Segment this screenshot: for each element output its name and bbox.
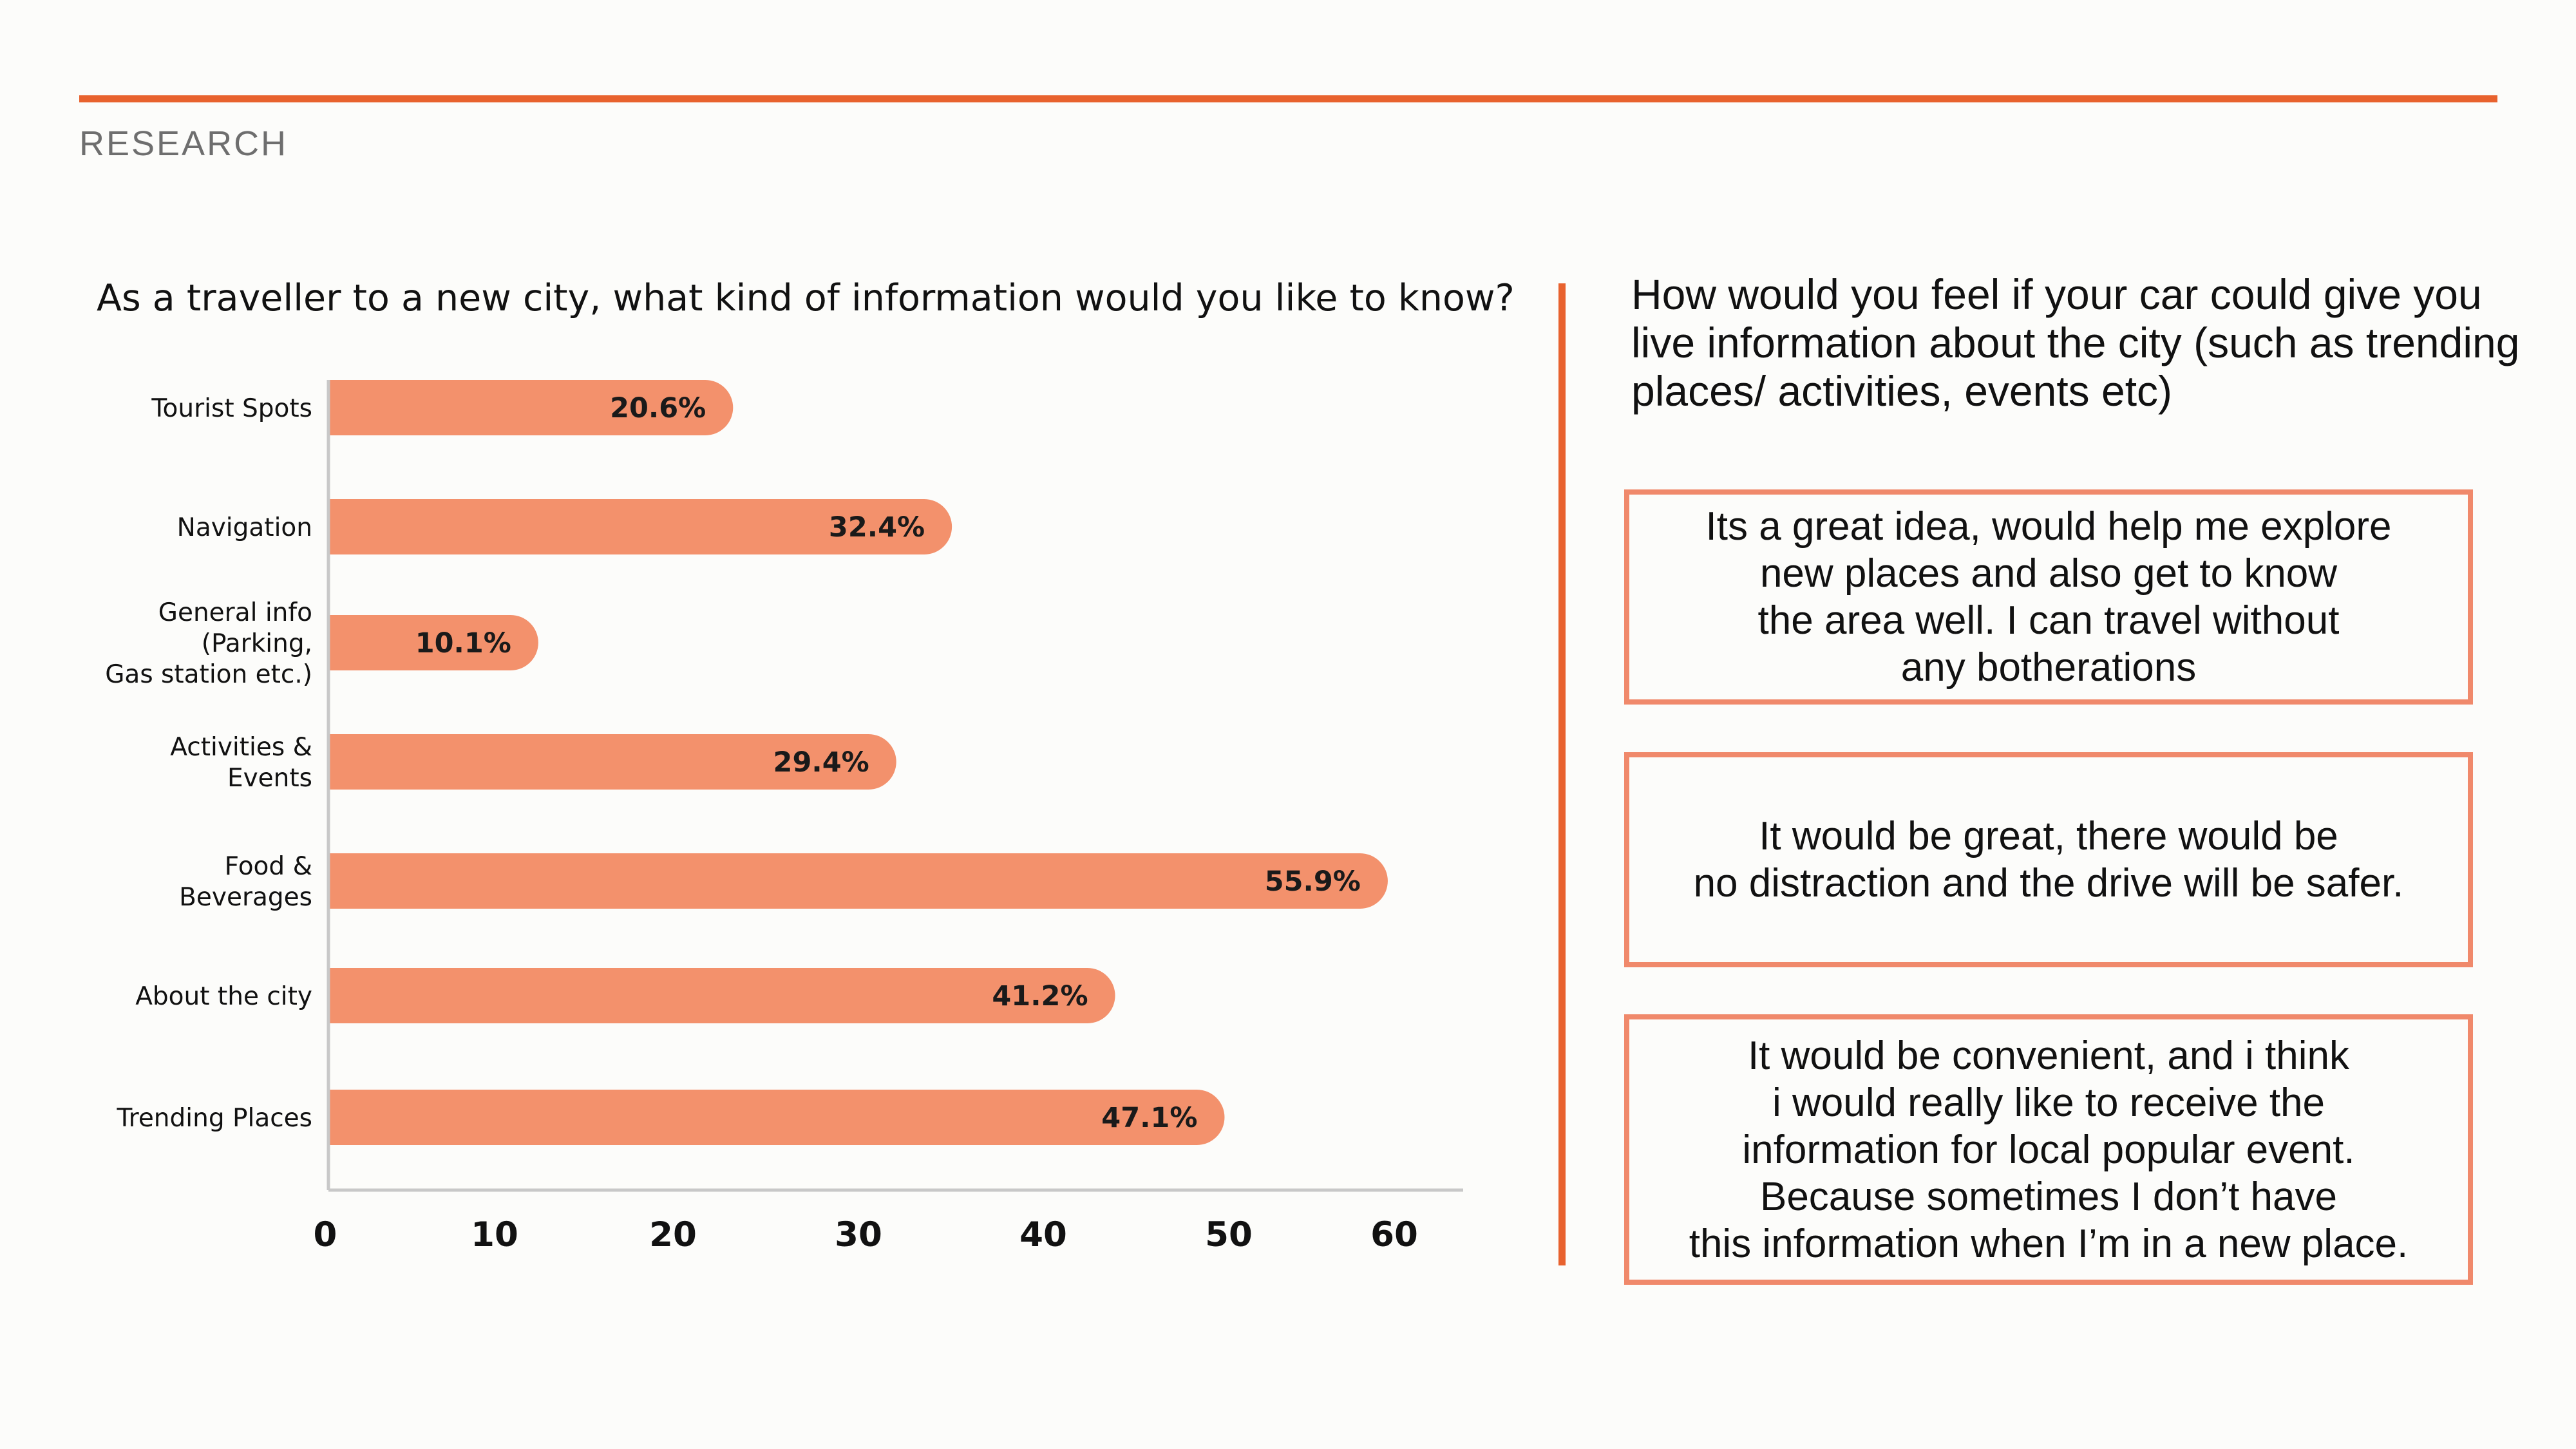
bar-5 <box>328 853 1388 909</box>
bar-value-label-4: 29.4% <box>773 746 869 779</box>
bar-6 <box>328 968 1115 1023</box>
chart-title: As a traveller to a new city, what kind … <box>97 277 1515 319</box>
category-label-5-line-1: Food & <box>225 852 312 881</box>
x-tick-label-0: 0 <box>314 1215 337 1255</box>
response-box-3: It would be convenient, and i think i wo… <box>1624 1014 2473 1285</box>
bar-1 <box>328 380 734 435</box>
section-label: RESEARCH <box>79 124 289 163</box>
category-label-7-line-1: Trending Places <box>117 1104 312 1133</box>
x-tick-label-60: 60 <box>1370 1215 1418 1255</box>
x-tick-label-10: 10 <box>471 1215 518 1255</box>
category-label-3-line-1: General info <box>158 598 312 627</box>
x-tick-label-30: 30 <box>835 1215 882 1255</box>
category-label-3-line-3: Gas station etc.) <box>105 660 312 689</box>
feedback-question: How would you feel if your car could giv… <box>1631 270 2520 415</box>
response-box-1: Its a great idea, would help me explore … <box>1624 489 2473 705</box>
bar-2 <box>328 499 952 554</box>
bar-value-label-3: 10.1% <box>415 627 511 659</box>
x-tick-label-40: 40 <box>1019 1215 1067 1255</box>
category-label-2-line-1: Navigation <box>177 513 312 542</box>
category-label-4-line-2: Events <box>227 764 312 793</box>
category-label-3-line-2: (Parking, <box>202 629 312 658</box>
bar-value-label-6: 41.2% <box>992 980 1088 1012</box>
bar-value-label-7: 47.1% <box>1101 1102 1197 1134</box>
bar-3 <box>328 615 538 670</box>
response-box-2: It would be great, there would be no dis… <box>1624 752 2473 967</box>
bar-value-label-5: 55.9% <box>1265 866 1361 898</box>
category-label-6-line-1: About the city <box>135 982 312 1011</box>
bar-chart: 20.6% Tourist Spots 32.4% Navigation 10.1% Ge… <box>105 380 1463 1255</box>
category-label-1-line-1: Tourist Spots <box>151 394 312 423</box>
bar-value-label-2: 32.4% <box>829 511 925 544</box>
bar-7 <box>328 1090 1225 1145</box>
category-label-5-line-2: Beverages <box>179 883 312 912</box>
bar-value-label-1: 20.6% <box>610 392 706 424</box>
x-tick-label-50: 50 <box>1205 1215 1253 1255</box>
category-label-4-line-1: Activities & <box>170 733 312 762</box>
bar-4 <box>328 734 896 790</box>
vertical-divider <box>1558 283 1566 1265</box>
top-accent-rule <box>79 95 2497 102</box>
x-tick-label-20: 20 <box>649 1215 697 1255</box>
